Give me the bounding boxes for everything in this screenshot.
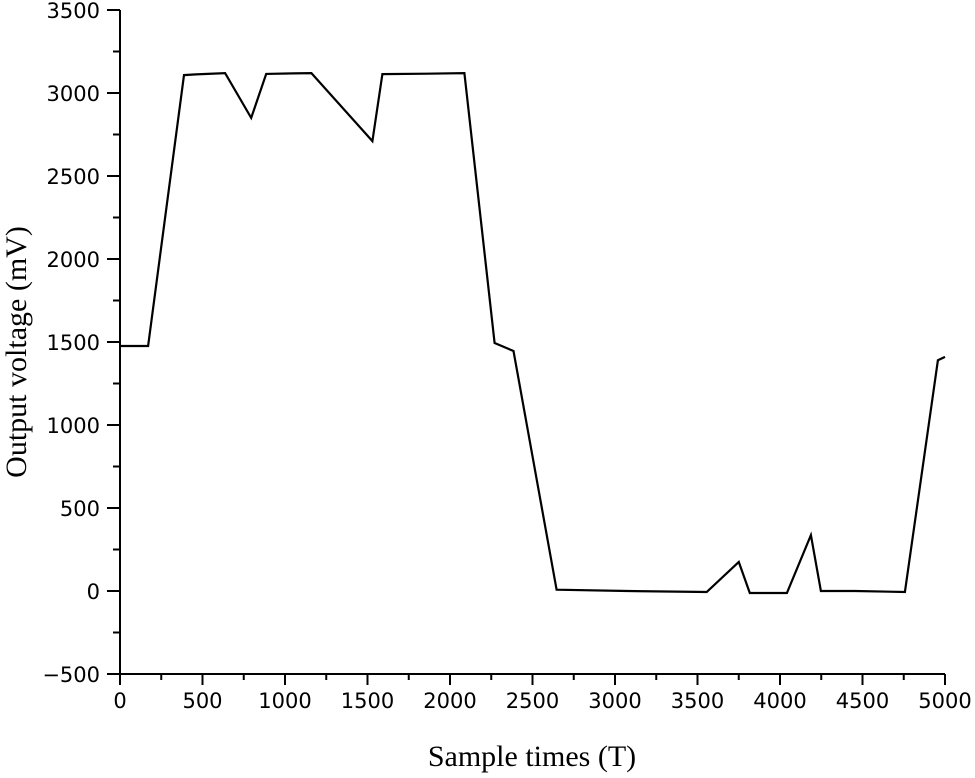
y-tick-label: 3500 — [47, 0, 100, 23]
y-tick-label: 1500 — [47, 331, 100, 355]
x-tick-label: 3000 — [588, 689, 641, 713]
x-tick-label: 2000 — [423, 689, 476, 713]
x-tick-label: 2500 — [506, 689, 559, 713]
x-tick-label: 4500 — [836, 689, 889, 713]
y-tick-label: 500 — [60, 497, 100, 521]
x-axis-ticks: 0 500 1000 1500 2000 2500 3000 3500 4000 4500 5000 — [113, 674, 972, 713]
axes — [114, 10, 945, 681]
x-tick-label: 0 — [113, 689, 126, 713]
y-tick-label: 2000 — [47, 248, 100, 272]
y-tick-label: 1000 — [47, 414, 100, 438]
x-tick-label: 500 — [182, 689, 222, 713]
y-tick-label: −500 — [42, 663, 100, 687]
x-axis-title: Sample times (T) — [428, 740, 636, 773]
x-tick-label: 5000 — [918, 689, 971, 713]
x-tick-label: 3500 — [671, 689, 724, 713]
x-tick-label: 1500 — [341, 689, 394, 713]
y-tick-label: 2500 — [47, 165, 100, 189]
y-axis-ticks: −500 0 500 1000 1500 2000 2500 3000 3500 — [42, 0, 120, 687]
y-tick-label: 3000 — [47, 82, 100, 106]
voltage-line — [120, 71, 946, 595]
y-tick-label: 0 — [87, 580, 100, 604]
y-axis-title: Output voltage (mV) — [0, 226, 33, 478]
x-tick-label: 4000 — [753, 689, 806, 713]
x-tick-label: 1000 — [258, 689, 311, 713]
